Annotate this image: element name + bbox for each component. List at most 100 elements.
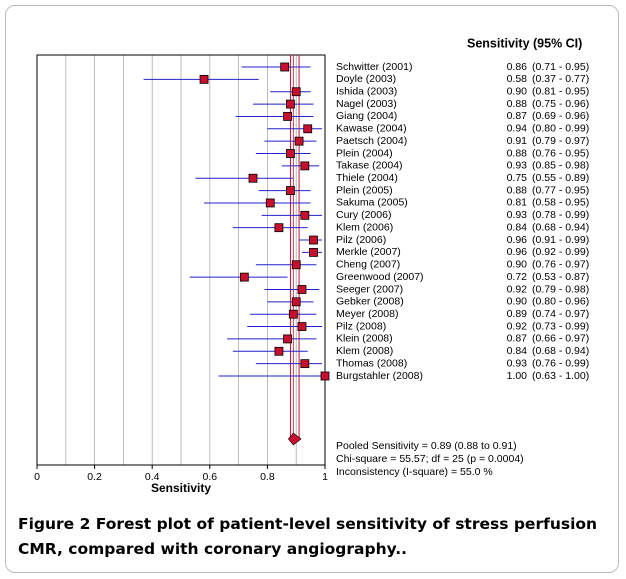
study-label: Plein (2004) xyxy=(336,147,393,159)
ci-label: (0.58 - 0.95) xyxy=(532,197,589,209)
ci-label: (0.55 - 0.89) xyxy=(532,172,589,184)
ci-label: (0.77 - 0.95) xyxy=(532,184,589,196)
value-label: 0.91 xyxy=(507,135,528,147)
value-label: 0.87 xyxy=(507,110,528,122)
study-label: Doyle (2003) xyxy=(336,73,396,85)
summary-line: Pooled Sensitivity = 0.89 (0.88 to 0.91) xyxy=(336,440,517,452)
pooled-diamond xyxy=(288,432,302,446)
value-label: 0.90 xyxy=(507,86,528,98)
study-label: Klein (2008) xyxy=(336,333,393,345)
estimate-marker xyxy=(294,136,304,146)
study-label: Sakuma (2005) xyxy=(336,197,408,209)
ci-label: (0.76 - 0.99) xyxy=(532,357,589,369)
estimate-marker xyxy=(291,297,301,307)
estimate-marker xyxy=(300,161,310,171)
value-label: 0.92 xyxy=(507,283,528,295)
study-label: Nagel (2003) xyxy=(336,98,397,110)
estimate-marker xyxy=(199,74,209,84)
value-label: 0.75 xyxy=(507,172,528,184)
study-label: Gebker (2008) xyxy=(336,296,404,308)
study-label: Merkle (2007) xyxy=(336,246,401,258)
ci-label: (0.79 - 0.97) xyxy=(532,135,589,147)
estimate-marker xyxy=(286,186,295,196)
estimate-marker xyxy=(309,235,318,245)
value-label: 0.84 xyxy=(507,221,528,233)
value-label: 0.92 xyxy=(507,320,528,332)
estimate-marker xyxy=(280,62,290,72)
x-tick-label: 0.6 xyxy=(202,471,217,483)
value-label: 0.88 xyxy=(507,98,528,110)
estimate-marker xyxy=(274,346,284,356)
study-label: Klem (2008) xyxy=(336,345,393,357)
study-label: Kawase (2004) xyxy=(336,123,407,135)
study-label: Cury (2006) xyxy=(336,209,391,221)
figure-caption: Figure 2 Forest plot of patient-level se… xyxy=(18,512,616,562)
ci-label: (0.66 - 0.97) xyxy=(532,333,589,345)
study-label: Seeger (2007) xyxy=(336,283,403,295)
value-label: 0.88 xyxy=(507,184,528,196)
value-label: 0.90 xyxy=(507,296,528,308)
value-label: 0.81 xyxy=(507,197,528,209)
value-label: 0.90 xyxy=(507,259,528,271)
estimate-marker xyxy=(265,198,275,208)
estimate-marker xyxy=(303,124,313,134)
column-title: Sensitivity (95% CI) xyxy=(467,36,582,50)
study-label: Paetsch (2004) xyxy=(336,135,407,147)
study-label: Burgstahler (2008) xyxy=(336,370,423,382)
caption-label: Figure 2 xyxy=(18,515,91,533)
x-tick-label: 0.2 xyxy=(87,471,102,483)
study-label: Thiele (2004) xyxy=(336,172,398,184)
study-label: Ishida (2003) xyxy=(336,86,397,98)
study-label: Pilz (2006) xyxy=(336,234,386,246)
estimate-marker xyxy=(283,334,292,344)
ci-label: (0.53 - 0.87) xyxy=(532,271,589,283)
value-label: 0.93 xyxy=(507,209,528,221)
value-label: 0.88 xyxy=(507,147,528,159)
x-tick-label: 1 xyxy=(322,471,328,483)
ci-label: (0.92 - 0.99) xyxy=(532,246,589,258)
plot-frame xyxy=(36,54,326,466)
study-label: Giang (2004) xyxy=(336,110,397,122)
ci-label: (0.79 - 0.98) xyxy=(532,283,589,295)
ci-label: (0.91 - 0.99) xyxy=(532,234,589,246)
estimate-marker xyxy=(320,371,330,381)
ci-label: (0.75 - 0.96) xyxy=(532,98,589,110)
ci-label: (0.76 - 0.95) xyxy=(532,147,589,159)
study-label: Meyer (2008) xyxy=(336,308,398,320)
ci-label: (0.81 - 0.95) xyxy=(532,86,589,98)
caption-text: Forest plot of patient-level sensitivity… xyxy=(18,515,598,558)
value-label: 0.93 xyxy=(507,357,528,369)
value-label: 0.84 xyxy=(507,345,528,357)
ci-label: (0.73 - 0.99) xyxy=(532,320,589,332)
ci-label: (0.68 - 0.94) xyxy=(532,345,589,357)
value-label: 0.89 xyxy=(507,308,528,320)
estimate-marker xyxy=(274,223,284,233)
value-label: 0.96 xyxy=(507,246,528,258)
estimate-marker xyxy=(239,272,249,282)
study-label: Greenwood (2007) xyxy=(336,271,424,283)
summary-line: Chi-square = 55.57; df = 25 (p = 0.0004) xyxy=(336,453,524,465)
ci-label: (0.76 - 0.97) xyxy=(532,259,589,271)
study-label: Cheng (2007) xyxy=(336,259,400,271)
value-label: 0.86 xyxy=(507,61,528,73)
value-label: 0.96 xyxy=(507,234,528,246)
estimate-marker xyxy=(288,309,298,319)
estimate-marker xyxy=(300,359,310,369)
estimate-marker xyxy=(291,87,301,97)
value-label: 0.72 xyxy=(507,271,528,283)
estimate-marker xyxy=(291,260,301,270)
ci-label: (0.71 - 0.95) xyxy=(532,61,589,73)
estimate-marker xyxy=(248,173,258,183)
figure-frame xyxy=(5,5,619,573)
value-label: 0.94 xyxy=(507,123,528,135)
study-label: Pilz (2008) xyxy=(336,320,386,332)
estimate-marker xyxy=(297,285,307,294)
study-label: Thomas (2008) xyxy=(336,357,407,369)
summary-line: Inconsistency (I-square) = 55.0 % xyxy=(336,466,493,478)
ci-label: (0.69 - 0.96) xyxy=(532,110,589,122)
ci-label: (0.78 - 0.99) xyxy=(532,209,589,221)
estimate-marker xyxy=(286,149,295,158)
estimate-marker xyxy=(297,322,307,331)
